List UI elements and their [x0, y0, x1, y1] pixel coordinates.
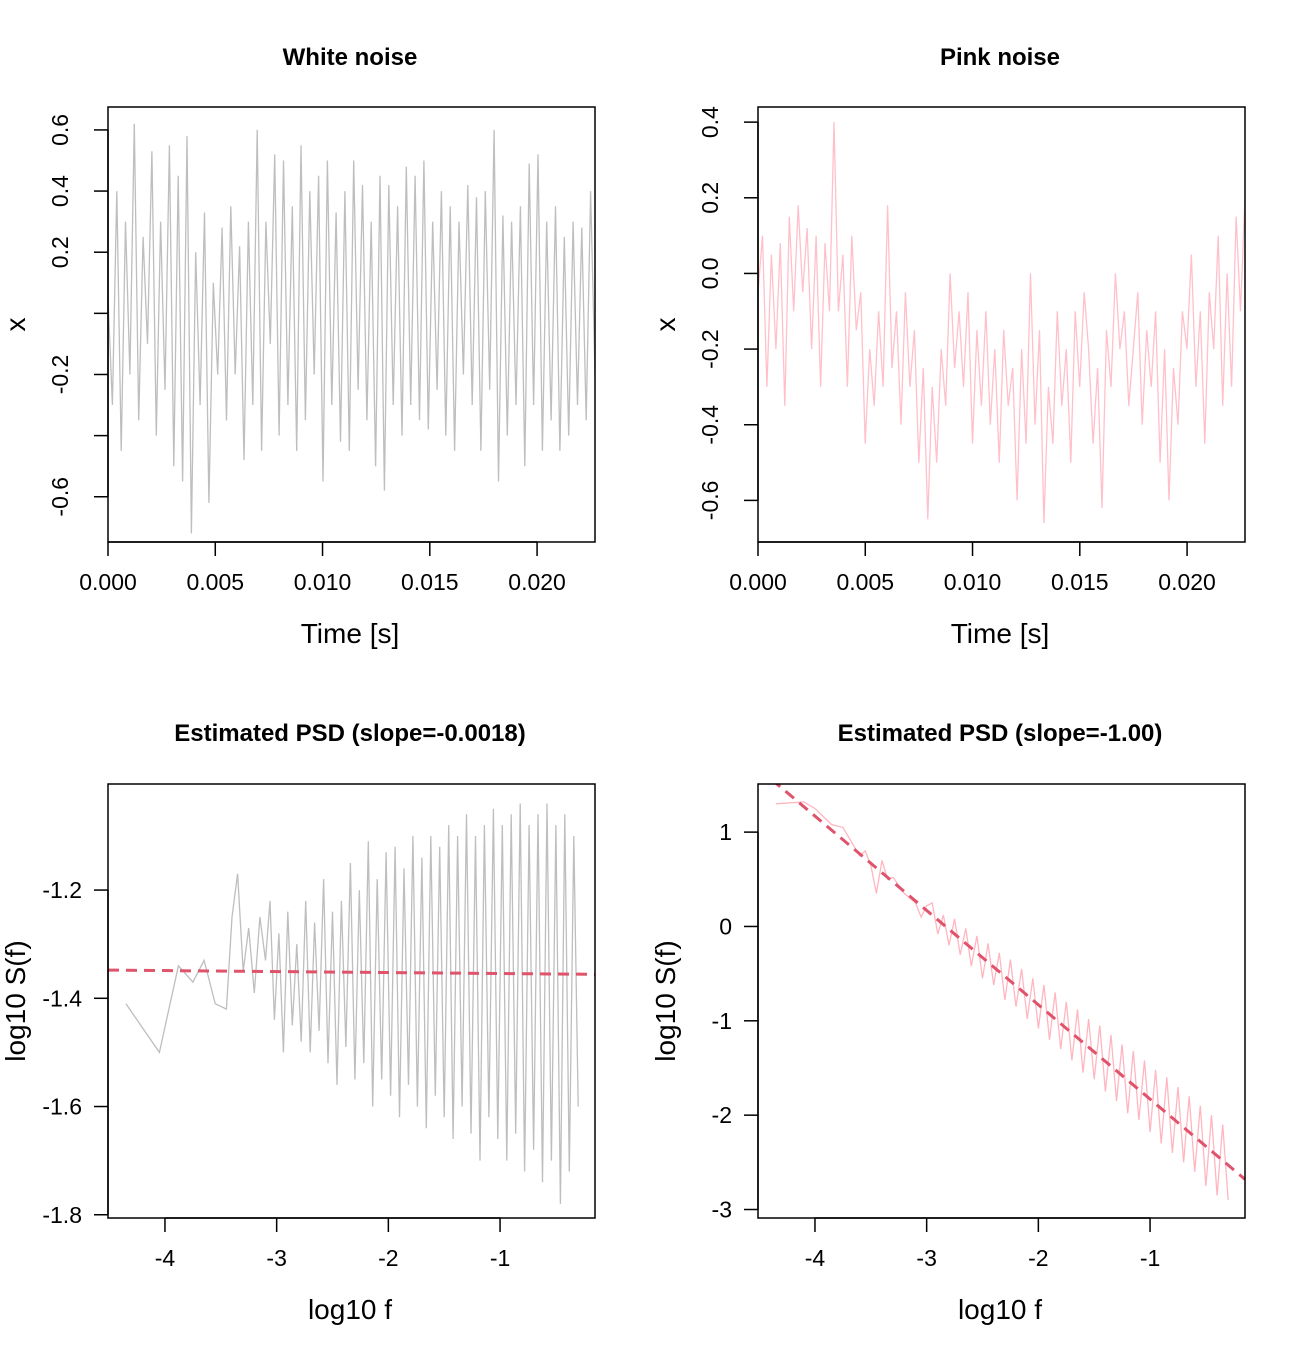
- y-tick-label: -0.2: [697, 329, 723, 369]
- y-tick-label: -2: [712, 1102, 732, 1128]
- y-tick-label: -0.6: [697, 481, 723, 521]
- x-tick-label: 0.015: [1051, 569, 1109, 595]
- y-axis-title: x: [0, 318, 31, 332]
- x-tick-label: 0.010: [294, 569, 352, 595]
- y-axis-title: x: [650, 318, 681, 332]
- x-tick-label: -1: [1140, 1245, 1160, 1271]
- y-tick-label: 1: [719, 819, 732, 845]
- plot-frame: [757, 106, 1246, 543]
- regression-fit-line: [774, 784, 1245, 1181]
- y-tick-label: -3: [712, 1197, 732, 1223]
- y-tick-label: -0.4: [697, 405, 723, 445]
- x-tick-label: -2: [378, 1245, 398, 1271]
- y-tick-label: 0: [719, 913, 732, 939]
- x-tick-label: 0.000: [79, 569, 137, 595]
- y-tick-label: -0.2: [47, 355, 73, 395]
- data-series-line: [125, 803, 579, 1204]
- y-tick-label: 0.2: [697, 182, 723, 214]
- x-axis-title: Time [s]: [301, 618, 400, 649]
- x-tick-label: -3: [916, 1245, 936, 1271]
- chart-title: Estimated PSD (slope=-1.00): [838, 720, 1163, 747]
- y-axis-title: log10 S(f): [650, 940, 681, 1061]
- x-tick-label: 0.010: [944, 569, 1002, 595]
- x-axis-title: log10 f: [308, 1294, 392, 1325]
- x-axis-title: log10 f: [958, 1294, 1042, 1325]
- x-tick-label: -3: [266, 1245, 286, 1271]
- x-tick-label: 0.005: [186, 569, 244, 595]
- y-axis-title: log10 S(f): [0, 940, 31, 1061]
- y-tick-label: -1: [712, 1008, 732, 1034]
- pink-psd-panel: -4 -3 -2 -1 1 0 -1 -2 -3 Estimated PSD (slope=-1.…: [650, 720, 1246, 1325]
- y-tick-label: -1.8: [42, 1202, 82, 1228]
- white-psd-panel: -4 -3 -2 -1 -1.2 -1.4 -1.6 -1.8 Estimated PSD (s…: [0, 720, 596, 1325]
- y-tick-label: 0.4: [47, 175, 73, 207]
- x-axis-title: Time [s]: [951, 618, 1050, 649]
- white-noise-panel: 0.000 0.005 0.010 0.015 0.020 0.6 0.4 0.2 -0.2 -0…: [0, 44, 596, 649]
- x-tick-label: 0.015: [401, 569, 459, 595]
- x-tick-label: -4: [155, 1245, 176, 1271]
- regression-fit-line: [108, 968, 595, 976]
- y-tick-label: 0.4: [697, 106, 723, 138]
- y-tick-label: 0.6: [47, 114, 73, 146]
- y-tick-label: 0.2: [47, 236, 73, 268]
- x-tick-label: -2: [1028, 1245, 1048, 1271]
- data-series-line: [775, 801, 1229, 1201]
- x-tick-label: -4: [805, 1245, 826, 1271]
- y-tick-label: 0.0: [697, 257, 723, 289]
- x-tick-label: -1: [490, 1245, 510, 1271]
- y-tick-label: -0.6: [47, 477, 73, 517]
- pink-noise-panel: 0.000 0.005 0.010 0.015 0.020 0.4 0.2 0.0 -0.2 -0…: [650, 44, 1246, 649]
- x-tick-label: 0.020: [508, 569, 566, 595]
- x-tick-label: 0.020: [1158, 569, 1216, 595]
- data-series-line: [758, 122, 1245, 524]
- chart-title: Estimated PSD (slope=-0.0018): [174, 720, 525, 747]
- y-tick-label: -1.6: [42, 1094, 82, 1120]
- chart-title: Pink noise: [940, 44, 1060, 71]
- y-tick-label: -1.2: [42, 877, 82, 903]
- chart-title: White noise: [283, 44, 418, 71]
- x-tick-label: 0.005: [836, 569, 894, 595]
- y-tick-label: -1.4: [42, 985, 82, 1011]
- x-tick-label: 0.000: [729, 569, 787, 595]
- data-series-line: [108, 123, 595, 534]
